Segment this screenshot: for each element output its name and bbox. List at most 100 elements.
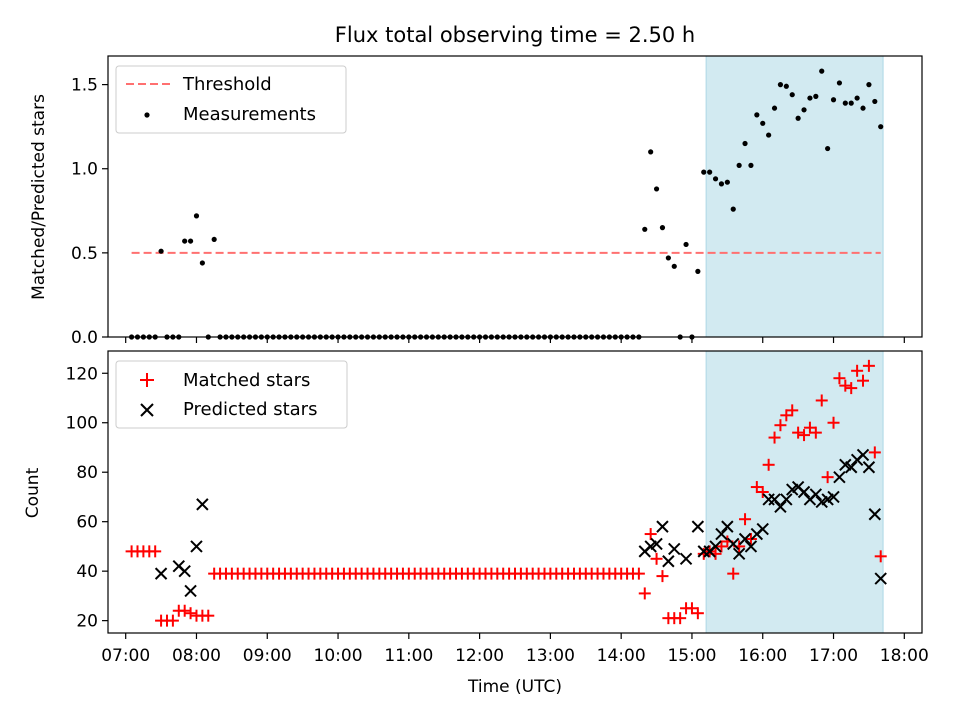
measurement-point	[860, 105, 866, 111]
y-tick-label: 1.0	[71, 160, 98, 180]
y-tick-label: 1.5	[71, 76, 98, 96]
matched-star-point	[638, 587, 651, 600]
measurement-point	[795, 115, 801, 121]
measurement-point	[187, 238, 194, 244]
measurement-point	[842, 100, 848, 106]
predicted-star-point	[774, 500, 787, 514]
chart-title: Flux total observing time = 2.50 h	[335, 23, 695, 47]
predicted-star-point	[196, 498, 209, 511]
measurement-point	[158, 248, 164, 254]
ratio-panel-frame	[107, 55, 923, 338]
measurement-point	[848, 100, 854, 106]
matched-star-point	[768, 431, 781, 444]
measurement-point	[653, 186, 660, 192]
count-y-axis-label: Count	[23, 467, 43, 518]
matched-star-point	[149, 545, 162, 558]
matched-star-point	[644, 528, 657, 541]
predicted-star-point	[190, 540, 203, 553]
predicted-star-point	[780, 493, 793, 506]
matched-star-point	[650, 552, 663, 565]
measurement-point	[830, 97, 837, 103]
measurement-point	[712, 176, 719, 182]
matched-star-point	[774, 419, 787, 432]
measurement-point	[878, 124, 884, 130]
measurement-point	[736, 162, 742, 168]
x-tick-label: 18:00	[880, 646, 929, 666]
predicted-star-point	[732, 547, 746, 561]
predicted-star-point	[768, 493, 781, 506]
measurement-point	[783, 83, 789, 89]
measurement-point	[819, 68, 825, 74]
measurement-point	[182, 238, 188, 244]
matched-star-point	[792, 426, 805, 439]
measurement-point	[801, 107, 807, 113]
measurement-point	[659, 225, 666, 231]
ratio-legend-box	[115, 65, 347, 134]
measurement-point	[665, 255, 671, 261]
matched-star-point	[809, 426, 822, 439]
predicted-star-point	[762, 493, 775, 506]
measurement-point	[211, 236, 217, 243]
matched-star-point	[756, 486, 769, 498]
x-tick-label: 17:00	[809, 646, 858, 666]
predicted-star-point	[833, 470, 846, 484]
x-tick-label: 13:00	[526, 646, 575, 666]
measurement-point	[695, 268, 701, 274]
measurement-point	[707, 169, 713, 175]
measurement-point	[671, 263, 677, 269]
measurement-point	[866, 82, 872, 88]
matched-star-point	[845, 382, 858, 395]
legend-predicted-swatch	[140, 403, 154, 417]
matched-star-point	[862, 359, 875, 372]
matched-star-point	[786, 404, 799, 417]
measurement-point	[854, 95, 860, 101]
matched-star-point	[868, 446, 881, 459]
ratio-y-axis-label: Matched/Predicted stars	[29, 94, 49, 300]
predicted-star-point	[721, 520, 734, 533]
x-axis-label: Time (UTC)	[467, 677, 562, 697]
matched-star-point	[202, 609, 215, 622]
predicted-star-point	[809, 488, 823, 501]
matched-star-point	[184, 607, 197, 620]
predicted-star-point	[650, 537, 663, 551]
matched-star-point	[656, 570, 669, 583]
legend-predicted-label: Predicted stars	[183, 399, 317, 420]
matched-star-point	[857, 374, 870, 387]
ratio-legend: Threshold Measurements	[115, 65, 347, 134]
y-tick-label: 120	[66, 364, 98, 384]
predicted-star-point	[874, 572, 887, 585]
measurement-point	[813, 93, 819, 99]
measurement-point	[683, 241, 689, 248]
measurement-point	[642, 226, 648, 232]
measurement-point	[777, 82, 784, 88]
predicted-star-point	[738, 532, 752, 546]
predicted-star-point	[856, 448, 870, 462]
matched-star-point	[166, 614, 179, 627]
measurement-point	[789, 92, 795, 98]
matched-star-point	[674, 612, 687, 625]
measurement-point	[199, 260, 205, 266]
matched-star-point	[815, 394, 828, 407]
x-tick-label: 12:00	[455, 646, 504, 666]
ratio-panel: 0.0 0.5 1.0 1.5 Matched/Predicted stars Thr…	[29, 55, 923, 348]
measurement-point	[760, 120, 766, 126]
legend-threshold-label: Threshold	[182, 74, 272, 95]
predicted-star-point	[178, 564, 191, 578]
measurement-point	[771, 105, 778, 111]
predicted-star-point	[662, 555, 675, 568]
measurement-point	[724, 179, 730, 185]
predicted-star-point	[691, 520, 705, 533]
count-panel: 20 40 60 80 100 120 07:00 08:00 09:00 10:00 11:00…	[23, 350, 929, 697]
measurement-point	[825, 145, 831, 152]
predicted-star-point	[715, 527, 728, 541]
measurement-point	[748, 162, 754, 168]
measurement-point	[872, 98, 878, 105]
predicted-star-point	[797, 485, 811, 499]
x-tick-label: 09:00	[243, 646, 292, 666]
measurement-point	[718, 181, 725, 187]
y-tick-label: 80	[76, 463, 98, 483]
measurement-point	[648, 149, 654, 155]
x-tick-label: 08:00	[172, 646, 221, 666]
y-tick-label: 60	[76, 513, 98, 533]
